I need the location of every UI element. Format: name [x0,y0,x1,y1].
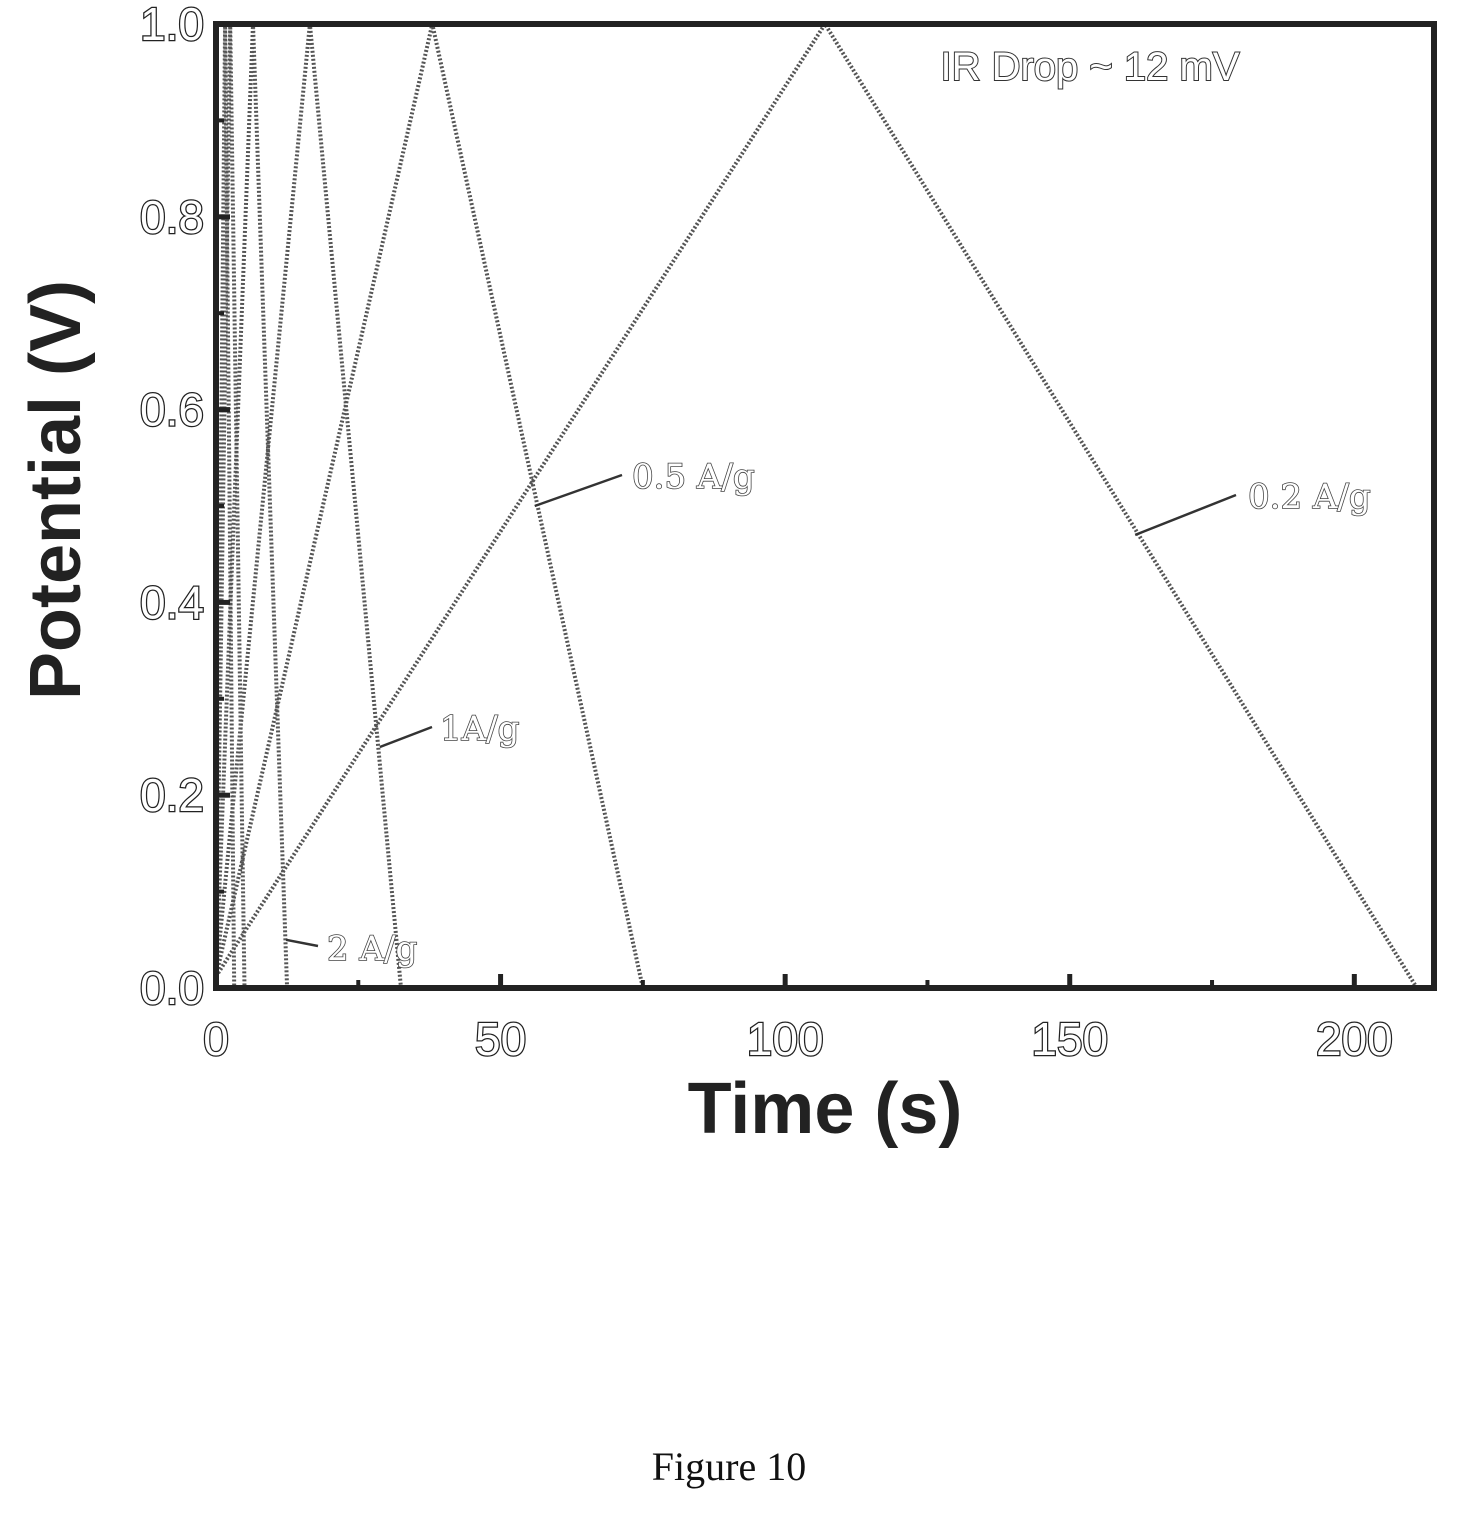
x-tick-label: 100 [747,1013,824,1065]
x-tick-label: 200 [1316,1013,1393,1065]
x-tick-label: 0 [203,1013,229,1065]
series-labels-layer: 2 A/g 1A/g 0.5 A/g 0.2 A/g [285,456,1371,970]
series-label: 1A/g [440,709,519,749]
y-tick-label: 1.0 [140,0,204,50]
series-label-leader [1134,493,1237,537]
series-label: 0.2 A/g [1248,477,1371,517]
y-tick-label: 0.6 [140,384,204,436]
series-layer [214,20,1419,990]
series-label: 0.5 A/g [632,457,755,497]
x-tick-label: 150 [1031,1013,1108,1065]
y-tick-label: 0.4 [140,576,204,628]
series-label-leader [379,725,433,749]
ir-drop-annotation: IR Drop ~ 12 mV [940,45,1239,89]
ticks-layer: 0 50 100 150 200 0.0 0.2 0.4 0.6 0.8 1.0 [139,0,1394,1066]
series-label-leader [534,473,623,508]
x-axis-title: Time (s) [688,1069,963,1149]
series-label: 2 A/g [327,929,417,969]
y-tick-label: 0.8 [140,191,204,243]
y-axis-title: Potential (V) [16,280,96,700]
series-label-leader [285,938,319,948]
y-tick-label: 0.2 [140,769,204,821]
figure-caption: Figure 10 [651,1444,807,1489]
x-tick-label: 50 [475,1013,526,1065]
y-tick-label: 0.0 [140,962,204,1014]
series-line-4 [214,20,1419,990]
